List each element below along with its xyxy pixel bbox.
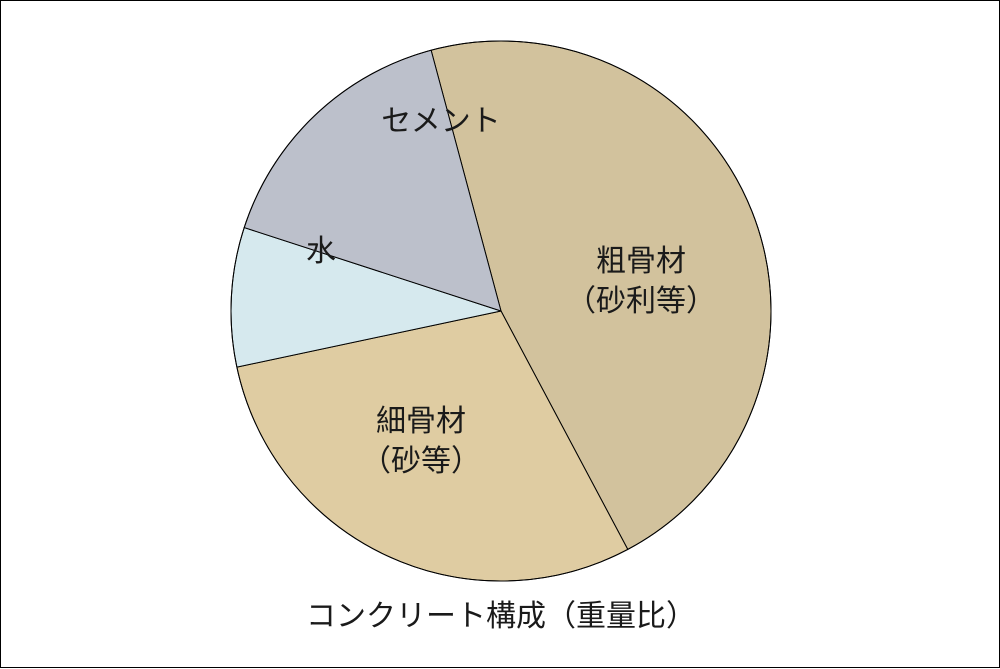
pie-chart: 粗骨材（砂利等）細骨材（砂等）水セメントコンクリート構成（重量比） — [1, 1, 1000, 669]
slice-label: 水 — [306, 235, 336, 268]
slice-label: セメント — [381, 105, 500, 138]
chart-caption: コンクリート構成（重量比） — [306, 600, 696, 633]
chart-frame: 粗骨材（砂利等）細骨材（砂等）水セメントコンクリート構成（重量比） — [0, 0, 1000, 668]
